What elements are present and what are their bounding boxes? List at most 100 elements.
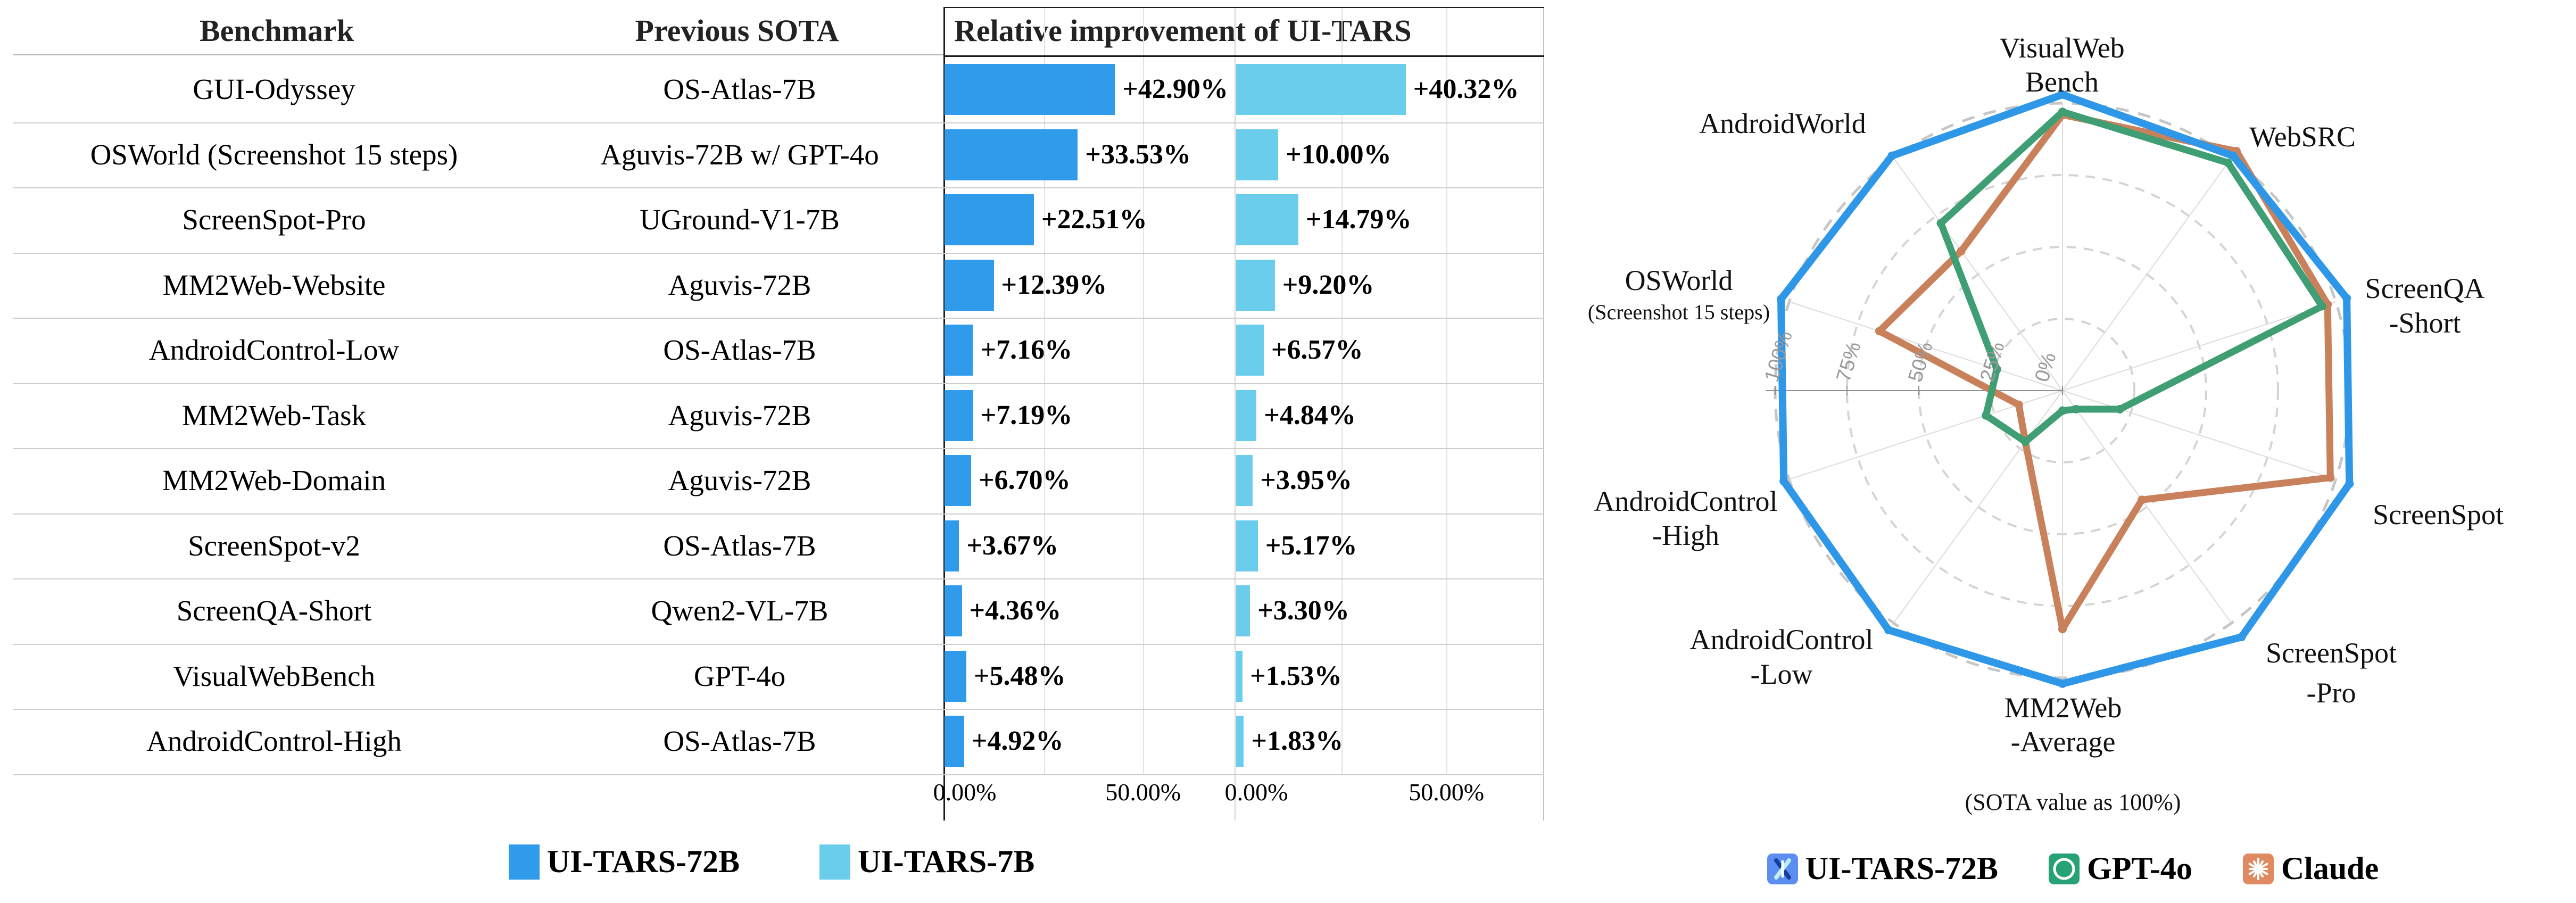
radar-chart: 0%25%50%75%100%VisualWebBenchWebSRCScree… [1588, 32, 2504, 758]
bar-value-label: +3.67% [966, 530, 1059, 561]
bar-value-label: +42.90% [1122, 74, 1228, 104]
radar-axis-label: WebSRC [2249, 121, 2356, 153]
benchmark-cell: GUI-Odyssey [193, 73, 355, 105]
benchmark-cell: VisualWebBench [172, 659, 376, 692]
radar-note: (SOTA value as 100%) [1965, 789, 2181, 815]
row-separator [13, 643, 1544, 645]
bar-ui-tars-72b [945, 650, 966, 702]
bar-value-label: +10.00% [1286, 139, 1391, 170]
bar-gridline [1143, 7, 1145, 774]
table-row: MM2Web-Website Aguvis-72B +12.39% +9.20% [0, 253, 1543, 318]
legend-label: UI-TARS-72B [546, 844, 740, 879]
header-underline [13, 54, 943, 55]
radar-spoke [2062, 301, 2336, 391]
bar-ui-tars-72b [945, 585, 962, 636]
bar-value-label: +5.48% [973, 660, 1066, 691]
bar-ui-tars-7b [1236, 64, 1406, 115]
previous-sota-cell: Aguvis-72B [668, 464, 811, 496]
radar-vertex-marker [2229, 151, 2238, 160]
bar-ui-tars-7b [1236, 325, 1264, 376]
legend-label: Claude [2281, 851, 2379, 886]
previous-sota-cell: Qwen2-VL-7B [651, 594, 829, 627]
radar-vertex-marker [2237, 633, 2246, 642]
row-separator [13, 513, 1544, 515]
radar-vertex-marker [1777, 295, 1786, 304]
row-separator [13, 187, 1544, 188]
radar-vertex-marker [1779, 477, 1788, 486]
radar-vertex-marker [1957, 246, 1966, 255]
legend-item-claude: Claude [2242, 850, 2379, 887]
x-axis-tick-label: 0.00% [933, 778, 997, 806]
table-row: ScreenQA-Short Qwen2-VL-7B +4.36% +3.30% [0, 578, 1543, 644]
radar-axis-label: -High [1652, 519, 1719, 551]
bar-ui-tars-7b [1236, 520, 1258, 571]
radar-vertex-marker [2317, 302, 2326, 311]
bar-value-label: +1.83% [1251, 726, 1344, 756]
table-row: VisualWebBench GPT-4o +5.48% +1.53% [0, 644, 1543, 709]
radar-axis-label: (Screenshot 15 steps) [1588, 300, 1770, 324]
table-row: GUI-Odyssey OS-Atlas-7B +42.90% +40.32% [0, 57, 1543, 122]
table-row: OSWorld (Screenshot 15 steps) Aguvis-72B … [0, 122, 1543, 188]
column-header-benchmark: Benchmark [200, 13, 354, 48]
radar-rtick-label: 100% [1760, 328, 1797, 384]
radar-spoke [2062, 390, 2232, 624]
table-row: MM2Web-Task Aguvis-72B +7.19% +4.84% [0, 383, 1543, 449]
radar-axis-label: ScreenSpot [2373, 499, 2504, 531]
bar-ui-tars-72b [945, 325, 973, 376]
previous-sota-cell: Aguvis-72B [668, 268, 811, 301]
previous-sota-cell: OS-Atlas-7B [663, 529, 816, 562]
legend-label: UI-TARS-72B [1805, 851, 1999, 886]
bar-header-underline [943, 55, 1544, 57]
bar-ui-tars-7b [1236, 390, 1257, 441]
radar-rtick-label: 25% [1976, 339, 2009, 385]
panel-divider [1235, 7, 1236, 821]
radar-axis-label: -Low [1751, 658, 1813, 690]
legend-item-ui-tars-7b: UI-TARS-7B [819, 843, 1034, 880]
radar-axis-label: MM2Web [2005, 692, 2122, 724]
bar-value-label: +7.16% [980, 335, 1073, 365]
previous-sota-cell: GPT-4o [693, 659, 786, 692]
bar-gridline [1446, 7, 1448, 774]
radar-axis-label: AndroidControl [1690, 624, 1874, 656]
legend-item-ui-tars-72b: UI-TARS-72B [1767, 850, 1998, 887]
bar-ui-tars-72b [945, 520, 959, 571]
legend-item-ui-tars-72b: UI-TARS-72B [508, 843, 740, 880]
bar-value-label: +22.51% [1041, 204, 1147, 235]
radar-ring [1846, 174, 2279, 607]
legend-item-gpt-4o: GPT-4o [2049, 850, 2192, 887]
bar-legend: UI-TARS-72B UI-TARS-7B [0, 843, 1543, 880]
bar-gridline [1043, 7, 1045, 774]
bar-area-top-border [943, 7, 1544, 8]
radar-vertex-marker [2058, 107, 2067, 117]
bar-chart-title: Relative improvement of UI-TARS [954, 13, 1412, 48]
row-separator [13, 774, 1544, 775]
radar-vertex-marker [1887, 151, 1896, 160]
radar-axis-label: AndroidControl [1594, 485, 1778, 517]
bar-ui-tars-7b [1236, 650, 1243, 702]
table-row: AndroidControl-Low OS-Atlas-7B +7.16% +6.57… [0, 318, 1543, 383]
x-axis-tick-label: 0.00% [1224, 778, 1288, 806]
radar-axis-label: ScreenQA [2365, 272, 2485, 304]
table-row: AndroidControl-High OS-Atlas-7B +4.92% +1.8… [0, 709, 1543, 774]
legend-swatch [508, 844, 540, 880]
radar-axis-label: -Short [2389, 307, 2461, 339]
radar-vertex-marker [2115, 405, 2124, 414]
radar-axis-label: ScreenSpot [2266, 637, 2397, 669]
benchmark-cell: OSWorld (Screenshot 15 steps) [90, 138, 458, 171]
bar-ui-tars-7b [1236, 585, 1250, 636]
row-separator [13, 709, 1544, 710]
radar-vertex-marker [2326, 473, 2335, 482]
legend-swatch [2242, 853, 2274, 884]
radar-legend: UI-TARS-72B GPT-4o Claude [1570, 850, 2576, 887]
bar-value-label: +4.92% [971, 726, 1064, 756]
legend-swatch [1767, 853, 1798, 884]
radar-axis-label: AndroidWorld [1699, 107, 1866, 139]
bar-value-label: +7.19% [980, 400, 1073, 430]
radar-vertex-marker [2072, 404, 2081, 413]
previous-sota-cell: OS-Atlas-7B [663, 725, 816, 757]
benchmark-cell: ScreenSpot-v2 [188, 529, 360, 562]
radar-vertex-marker [1884, 625, 1893, 634]
radar-vertex-marker [2058, 625, 2067, 634]
row-separator [13, 578, 1544, 579]
